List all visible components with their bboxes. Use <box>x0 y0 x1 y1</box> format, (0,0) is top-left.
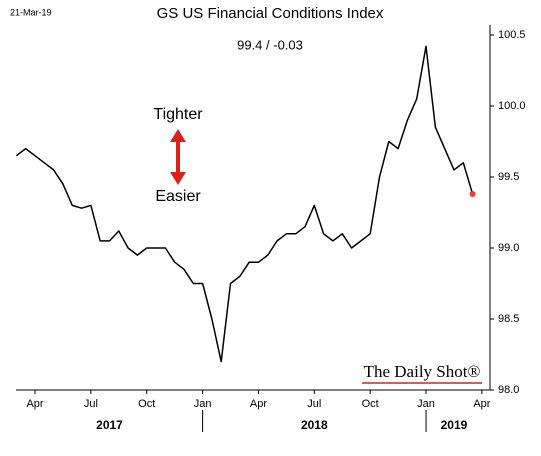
date-label: 21-Mar-19 <box>10 7 52 17</box>
x-tick-label: Oct <box>362 398 379 410</box>
watermark: The Daily Shot® <box>364 362 481 381</box>
series-line <box>15 45 474 363</box>
y-tick-label: 98.5 <box>498 313 519 325</box>
y-tick-label: 99.0 <box>498 242 519 254</box>
x-tick-label: Jan <box>194 398 212 410</box>
annotation-tighter: Tighter <box>153 106 203 123</box>
x-tick-label: Apr <box>473 398 490 410</box>
x-tick-label: Jul <box>307 398 321 410</box>
y-tick-label: 98.0 <box>498 384 519 396</box>
x-tick-label: Oct <box>138 398 155 410</box>
annotation-easier: Easier <box>155 188 201 205</box>
last-point <box>469 191 476 198</box>
x-tick-label: Apr <box>250 398 267 410</box>
double-arrow <box>170 129 186 185</box>
x-tick-label: Apr <box>26 398 43 410</box>
subtitle: 99.4 / -0.03 <box>237 37 303 52</box>
y-tick-label: 100.5 <box>498 29 526 41</box>
x-group-label: 2019 <box>441 418 468 432</box>
y-tick-label: 99.5 <box>498 171 519 183</box>
x-tick-label: Jan <box>417 398 435 410</box>
x-group-label: 2017 <box>96 418 123 432</box>
x-tick-label: Jul <box>84 398 98 410</box>
chart-title: GS US Financial Conditions Index <box>157 5 384 22</box>
y-tick-label: 100.0 <box>498 100 526 112</box>
x-group-label: 2018 <box>301 418 328 432</box>
